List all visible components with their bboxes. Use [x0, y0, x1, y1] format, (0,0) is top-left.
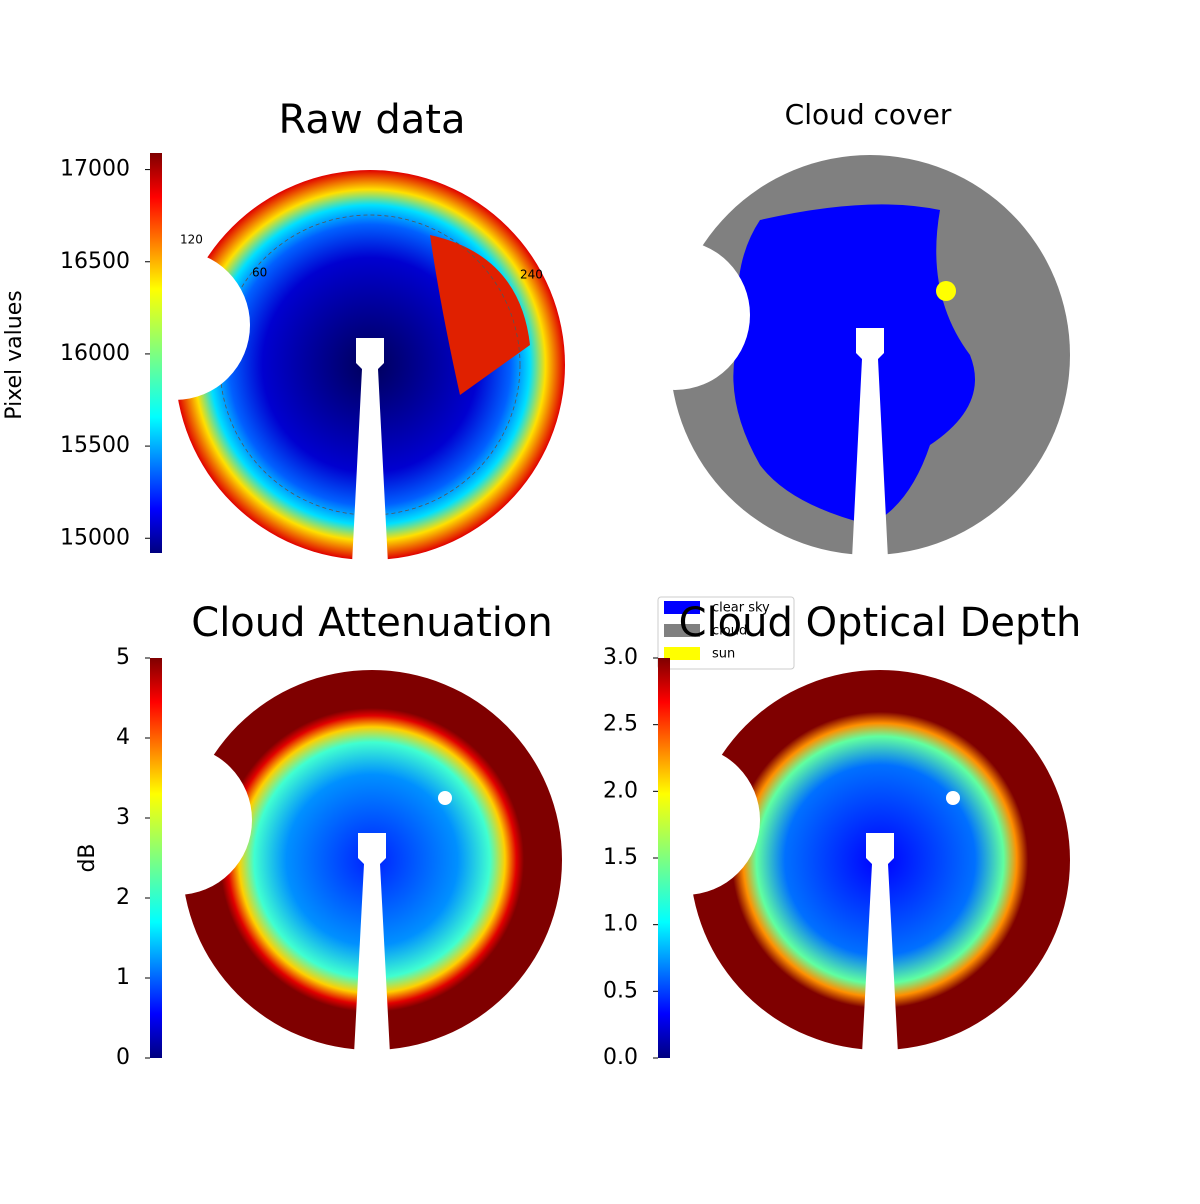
colorbar-label: Pixel values: [2, 290, 27, 419]
pole-mask: [852, 328, 888, 559]
colorbar-tick-label: 0: [116, 1045, 130, 1070]
horizon-mask: [102, 745, 252, 895]
legend-swatch: [664, 601, 700, 614]
colorbar-label: dB: [75, 843, 100, 872]
sky-image: [102, 670, 562, 1054]
sky-image: [600, 155, 1070, 559]
horizon-mask: [600, 240, 750, 390]
colorbar-tick-label: 1: [116, 965, 130, 990]
legend-label: clear sky: [712, 601, 770, 616]
panel-title: Raw data: [279, 97, 466, 143]
panel-title: Cloud Attenuation: [191, 600, 552, 646]
pole-mask: [352, 338, 388, 564]
colorbar-tick-label: 15500: [60, 433, 130, 458]
colorbar-tick-label: 3: [116, 805, 130, 830]
legend-label: sun: [712, 647, 735, 662]
colorbar-tick-label: 17000: [60, 157, 130, 182]
colorbar: [658, 658, 670, 1058]
colorbar-tick-label: 4: [116, 725, 130, 750]
colorbar-tick-label: 1.0: [603, 912, 638, 937]
panel-title: Cloud cover: [785, 98, 952, 131]
horizon-mask: [610, 745, 760, 895]
cloud-region: [430, 235, 530, 395]
colorbar-tick-label: 0.0: [603, 1045, 638, 1070]
clear-region: [733, 204, 975, 525]
colorbar-tick-label: 16500: [60, 249, 130, 274]
sun-mark: [936, 281, 956, 301]
colorbar-tick-label: 3.0: [603, 645, 638, 670]
colorbar-tick-label: 2.0: [603, 778, 638, 803]
sun-mask: [946, 791, 960, 805]
pole-mask: [862, 833, 898, 1054]
colorbar-tick-label: 2: [116, 885, 130, 910]
colorbar-tick-label: 15000: [60, 525, 130, 550]
colorbar-tick-label: 5: [116, 645, 130, 670]
legend-label: cloud: [712, 624, 747, 639]
pole-mask: [354, 833, 390, 1054]
sky-image: 120 60 240: [100, 170, 565, 564]
colorbar-tick-label: 1.5: [603, 845, 638, 870]
sun-mask: [438, 791, 452, 805]
colorbar-tick-label: 2.5: [603, 712, 638, 737]
colorbar-tick-label: 16000: [60, 341, 130, 366]
colorbar: [150, 153, 162, 553]
angle-label: 120: [180, 233, 203, 247]
legend-swatch: [664, 647, 700, 660]
colorbar: [150, 658, 162, 1058]
horizon-mask: [100, 250, 250, 400]
angle-label: 240: [520, 268, 543, 282]
legend-swatch: [664, 624, 700, 637]
colorbar-tick-label: 0.5: [603, 978, 638, 1003]
sky-image: [610, 670, 1070, 1054]
angle-label: 60: [252, 266, 267, 280]
panel-title: Cloud Optical Depth: [679, 600, 1082, 646]
